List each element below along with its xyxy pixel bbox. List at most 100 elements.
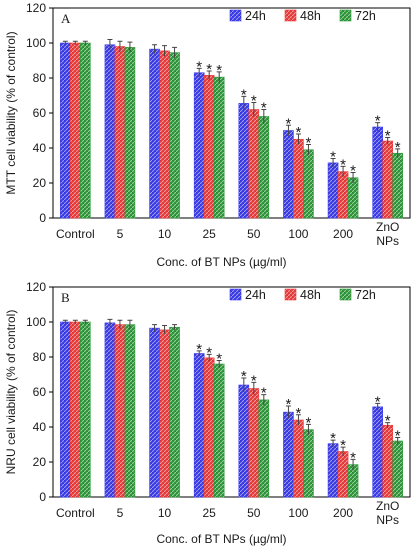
x-tick-label: 25: [203, 227, 217, 241]
x-tick-label: NPs: [376, 234, 399, 248]
significance-asterisk: *: [340, 437, 346, 454]
y-tick-label: 0: [39, 211, 46, 225]
bar-24h-50: [238, 384, 250, 498]
bar-24h-25: [193, 72, 205, 219]
bar-48h-200: [337, 171, 349, 219]
bar-72h-zno-nps: [392, 152, 403, 219]
significance-asterisk: *: [241, 86, 247, 103]
y-tick-label: 120: [26, 1, 46, 15]
legend-label-24h: 24h: [245, 288, 266, 302]
significance-asterisk: *: [306, 135, 312, 152]
significance-asterisk: *: [251, 93, 257, 110]
y-tick-label: 100: [26, 36, 46, 50]
significance-asterisk: *: [286, 115, 292, 132]
bar-24h-5: [104, 322, 116, 498]
bar-24h-5: [104, 44, 116, 219]
bar-72h-50: [258, 399, 270, 498]
significance-asterisk: *: [196, 58, 202, 75]
y-tick-label: 100: [26, 315, 46, 329]
x-tick-label: 200: [333, 227, 353, 241]
bar-24h-control: [60, 42, 71, 219]
bar-24h-zno-nps: [372, 126, 383, 219]
bar-72h-10: [169, 52, 180, 219]
significance-asterisk: *: [330, 149, 336, 166]
legend-swatch-72h: [339, 9, 352, 22]
bar-48h-100: [293, 419, 304, 498]
bar-48h-5: [114, 324, 126, 498]
x-tick-label: 50: [247, 227, 261, 241]
bar-24h-200: [327, 443, 339, 498]
panel-letter: B: [61, 290, 70, 305]
bar-48h-5: [114, 46, 126, 219]
bar-24h-100: [283, 130, 294, 219]
legend-swatch-48h: [284, 288, 297, 301]
significance-asterisk: *: [196, 341, 202, 358]
significance-asterisk: *: [306, 414, 312, 431]
bar-24h-10: [149, 327, 160, 498]
significance-asterisk: *: [251, 372, 257, 389]
panel-letter: A: [61, 11, 71, 26]
significance-asterisk: *: [261, 100, 267, 117]
bar-72h-5: [124, 324, 136, 498]
significance-asterisk: *: [286, 396, 292, 413]
y-tick-label: 80: [33, 350, 47, 364]
bar-72h-50: [258, 116, 270, 219]
significance-asterisk: *: [350, 449, 356, 466]
significance-asterisk: *: [340, 156, 346, 173]
bar-72h-25: [213, 363, 225, 498]
bar-48h-10: [159, 50, 170, 219]
bar-72h-5: [124, 47, 136, 219]
bar-48h-200: [337, 451, 349, 498]
bar-48h-25: [203, 75, 215, 219]
x-tick-label: 25: [203, 506, 217, 520]
bar-48h-50: [248, 388, 260, 498]
y-tick-label: 20: [33, 176, 47, 190]
legend-label-48h: 48h: [300, 288, 321, 302]
bar-72h-100: [303, 149, 314, 219]
x-tick-label: 50: [247, 506, 261, 520]
y-axis-title: MTT cell viability (% of control): [4, 31, 18, 194]
significance-asterisk: *: [296, 405, 302, 422]
bar-48h-zno-nps: [382, 424, 393, 498]
x-axis-title: Conc. of BT NPs (µg/ml): [156, 532, 286, 546]
y-tick-label: 0: [39, 490, 46, 504]
significance-asterisk: *: [206, 344, 212, 361]
significance-asterisk: *: [296, 124, 302, 141]
x-tick-label: 100: [288, 227, 308, 241]
bar-48h-25: [203, 357, 215, 498]
y-tick-label: 40: [33, 141, 47, 155]
bar-48h-100: [293, 138, 304, 219]
y-axis-title: NRU cell viability (% of control): [4, 310, 18, 475]
x-tick-label: 200: [333, 506, 353, 520]
bar-48h-control: [70, 321, 81, 498]
bar-24h-25: [193, 353, 205, 498]
significance-asterisk: *: [216, 62, 222, 79]
significance-asterisk: *: [385, 128, 391, 145]
bar-48h-control: [70, 42, 81, 219]
x-tick-label: 10: [158, 227, 172, 241]
chart-panel-b: 0 20 40 60 80 100 120 NRU cell viability (% of …: [4, 280, 411, 546]
x-tick-label: Control: [56, 227, 95, 241]
significance-asterisk: *: [350, 163, 356, 180]
x-axis-title: Conc. of BT NPs (µg/ml): [156, 255, 286, 269]
legend-swatch-72h: [339, 288, 352, 301]
x-tick-label: ZnO: [376, 220, 399, 234]
significance-asterisk: *: [375, 393, 381, 410]
bar-24h-200: [327, 162, 339, 219]
x-tick-label: 5: [117, 227, 124, 241]
significance-asterisk: *: [395, 139, 401, 156]
bar-72h-200: [347, 177, 359, 219]
x-tick-label: ZnO: [376, 499, 399, 513]
legend-swatch-24h: [229, 9, 242, 22]
y-tick-label: 60: [33, 106, 47, 120]
x-tick-label: NPs: [376, 513, 399, 527]
chart-panel-a: 0 20 40 60 80 100 120 MTT cell viability (% of …: [4, 1, 411, 269]
legend-label-72h: 72h: [355, 288, 376, 302]
bar-72h-control: [80, 42, 91, 219]
x-tick-label: 100: [288, 506, 308, 520]
significance-asterisk: *: [216, 351, 222, 368]
legend-swatch-48h: [284, 9, 297, 22]
x-tick-label: 10: [158, 506, 172, 520]
